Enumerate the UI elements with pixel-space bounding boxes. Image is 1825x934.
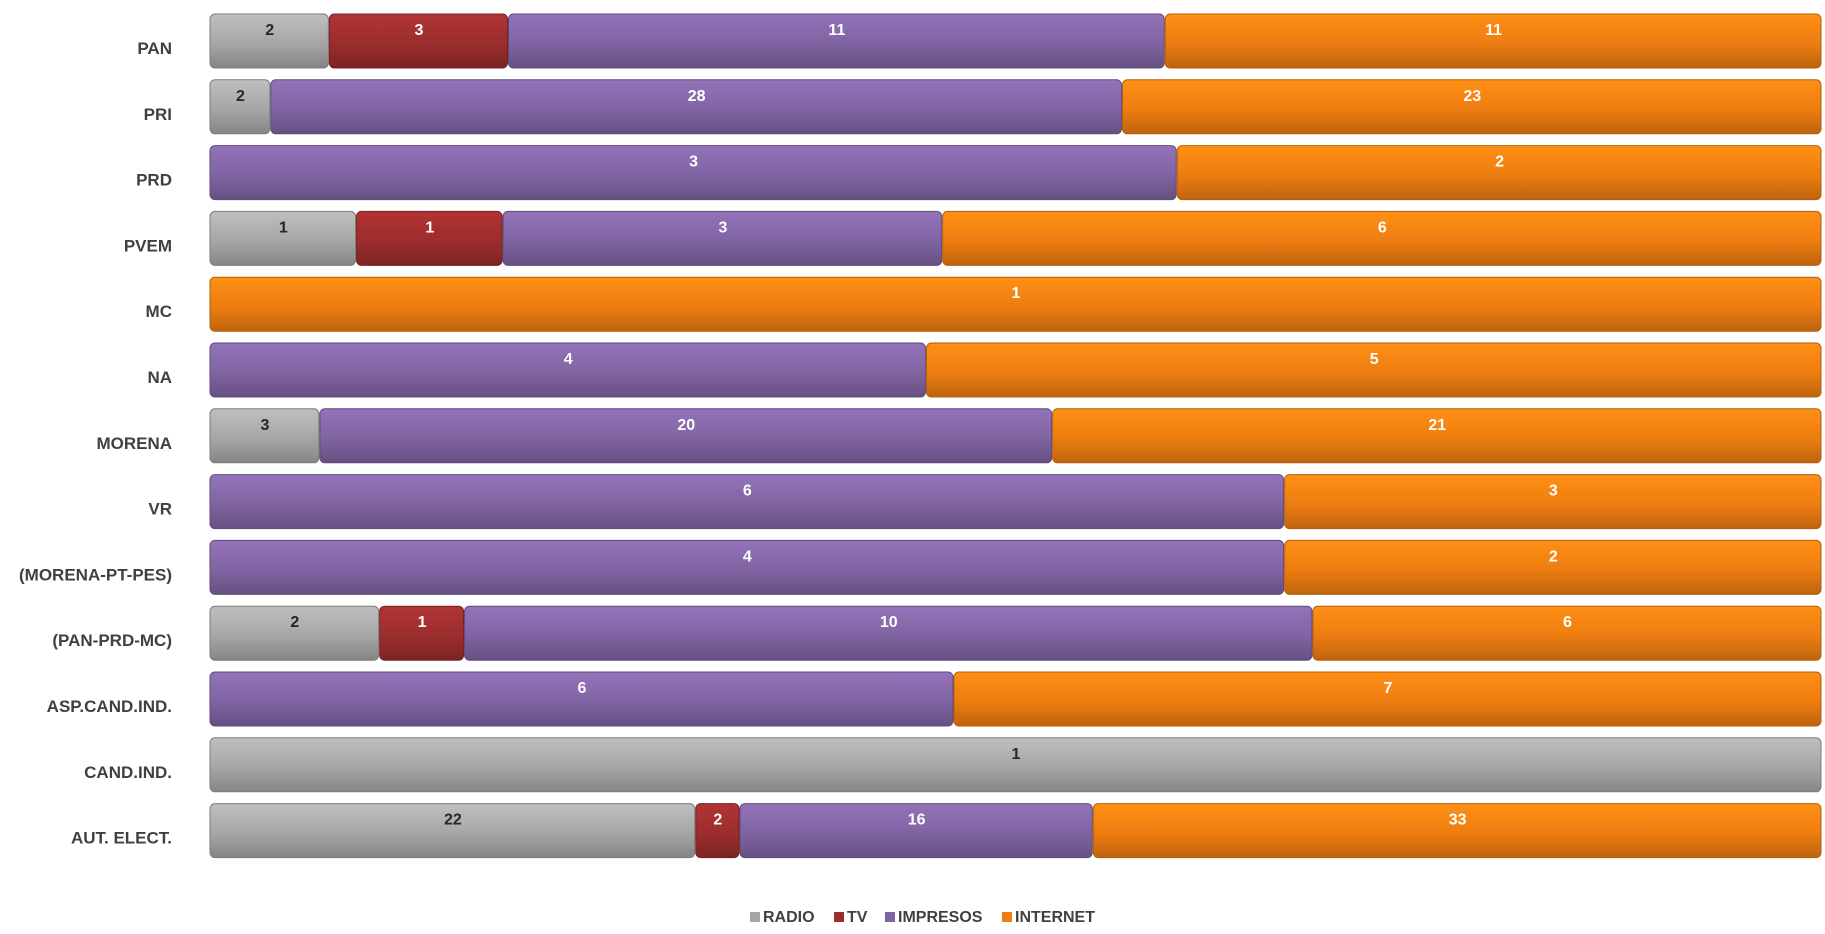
data-label-radio-pvem: 1 <box>279 219 288 236</box>
data-label-impresos-prd: 3 <box>689 154 698 171</box>
bar-segment-internet-pvem <box>942 210 1822 266</box>
bar-segment-impresos-vr <box>209 474 1285 530</box>
legend-label-impresos: IMPRESOS <box>898 909 983 926</box>
bar-segment-impresos-pan-prd-mc <box>464 605 1313 661</box>
data-label-impresos-asp-cand-ind: 6 <box>578 680 587 697</box>
bar-segment-impresos-prd <box>209 145 1177 201</box>
bar-segment-radio-pan <box>209 13 329 69</box>
bar-segment-impresos-asp-cand-ind <box>209 671 954 727</box>
bar-segment-internet-morena <box>1052 408 1822 464</box>
bar-segment-internet-aut-elect <box>1092 803 1822 859</box>
bar-segment-internet-mc <box>209 276 1822 332</box>
bar-segment-tv-pvem <box>356 210 503 266</box>
data-label-tv-pan-prd-mc: 1 <box>418 614 427 631</box>
data-label-impresos-na: 4 <box>564 351 573 368</box>
bar-segment-impresos-na <box>209 342 926 398</box>
category-label-vr: VR <box>148 500 172 519</box>
bar-segment-internet-na <box>925 342 1822 398</box>
legend: RADIO TV IMPRESOS INTERNET <box>750 909 1095 926</box>
data-label-impresos-aut-elect: 16 <box>908 812 926 829</box>
legend-label-tv: TV <box>847 909 868 926</box>
bar-segment-internet-asp-cand-ind <box>953 671 1822 727</box>
legend-swatch-tv <box>834 912 844 922</box>
data-label-tv-aut-elect: 2 <box>713 812 722 829</box>
legend-label-internet: INTERNET <box>1015 909 1095 926</box>
data-label-internet-pan-prd-mc: 6 <box>1563 614 1572 631</box>
data-label-impresos-pvem: 3 <box>718 219 727 236</box>
bar-segment-impresos-morena <box>319 408 1053 464</box>
category-label-asp-cand-ind: ASP.CAND.IND. <box>47 697 172 716</box>
data-label-tv-pvem: 1 <box>425 219 434 236</box>
data-label-internet-asp-cand-ind: 7 <box>1384 680 1393 697</box>
category-label-prd: PRD <box>136 171 172 190</box>
bar-segment-internet-vr <box>1284 474 1822 530</box>
category-label-mc: MC <box>146 302 172 321</box>
data-label-impresos-pri: 28 <box>688 88 706 105</box>
data-label-impresos-pan-prd-mc: 10 <box>880 614 898 631</box>
data-label-impresos-pan: 11 <box>828 22 845 39</box>
category-label-pan-prd-mc: (PAN-PRD-MC) <box>52 631 172 650</box>
bar-segment-internet-prd <box>1176 145 1822 201</box>
data-label-internet-pan: 11 <box>1485 22 1502 39</box>
category-label-morena: MORENA <box>96 434 172 453</box>
data-label-internet-na: 5 <box>1370 351 1379 368</box>
bar-segment-radio-pan-prd-mc <box>209 605 380 661</box>
bar-segment-tv-pan <box>328 13 509 69</box>
data-label-radio-aut-elect: 22 <box>444 812 462 829</box>
category-label-aut-elect: AUT. ELECT. <box>71 829 172 848</box>
bar-segment-impresos-morena-pt-pes <box>209 539 1285 595</box>
data-label-internet-pri: 23 <box>1463 88 1481 105</box>
data-label-impresos-morena-pt-pes: 4 <box>743 548 752 565</box>
bar-segment-internet-morena-pt-pes <box>1284 539 1822 595</box>
data-label-tv-pan: 3 <box>415 22 424 39</box>
bar-segment-radio-morena <box>209 408 320 464</box>
data-label-impresos-vr: 6 <box>743 483 752 500</box>
bar-segment-impresos-pan <box>508 13 1165 69</box>
data-label-internet-morena: 21 <box>1428 417 1446 434</box>
data-label-radio-pan: 2 <box>265 22 274 39</box>
legend-swatch-internet <box>1002 912 1012 922</box>
bar-segment-tv-pan-prd-mc <box>379 605 465 661</box>
data-label-internet-aut-elect: 33 <box>1449 812 1467 829</box>
data-label-radio-pan-prd-mc: 2 <box>290 614 299 631</box>
data-label-impresos-morena: 20 <box>677 417 695 434</box>
bar-segment-impresos-pvem <box>502 210 943 266</box>
category-label-pvem: PVEM <box>124 236 172 255</box>
bar-segment-internet-pri <box>1121 79 1822 135</box>
bar-segment-radio-aut-elect <box>209 803 696 859</box>
legend-label-radio: RADIO <box>763 909 815 926</box>
data-label-internet-vr: 3 <box>1549 483 1558 500</box>
data-label-internet-morena-pt-pes: 2 <box>1549 548 1558 565</box>
bar-segment-impresos-pri <box>270 79 1122 135</box>
data-label-internet-mc: 1 <box>1012 285 1021 302</box>
legend-swatch-radio <box>750 912 760 922</box>
bar-segment-tv-aut-elect <box>695 803 740 859</box>
category-labels: PAN PRI PRD PVEM MC NA MORENA VR (MORENA-PT-PES)… <box>19 39 172 848</box>
category-label-na: NA <box>147 368 172 387</box>
legend-swatch-impresos <box>885 912 895 922</box>
data-label-internet-prd: 2 <box>1495 154 1504 171</box>
data-label-radio-morena: 3 <box>261 417 270 434</box>
category-label-pri: PRI <box>144 105 172 124</box>
bar-segment-impresos-aut-elect <box>739 803 1093 859</box>
bar-segment-internet-pan <box>1164 13 1822 69</box>
bar-segment-radio-cand-ind <box>209 737 1822 793</box>
category-label-morena-pt-pes: (MORENA-PT-PES) <box>19 565 172 584</box>
category-label-cand-ind: CAND.IND. <box>84 763 172 782</box>
data-label-radio-pri: 2 <box>236 88 245 105</box>
category-label-pan: PAN <box>137 39 172 58</box>
bar-segment-radio-pri <box>209 79 271 135</box>
data-label-internet-pvem: 6 <box>1378 219 1387 236</box>
data-label-radio-cand-ind: 1 <box>1012 746 1021 763</box>
bar-segment-internet-pan-prd-mc <box>1312 605 1822 661</box>
bar-segment-radio-pvem <box>209 210 357 266</box>
